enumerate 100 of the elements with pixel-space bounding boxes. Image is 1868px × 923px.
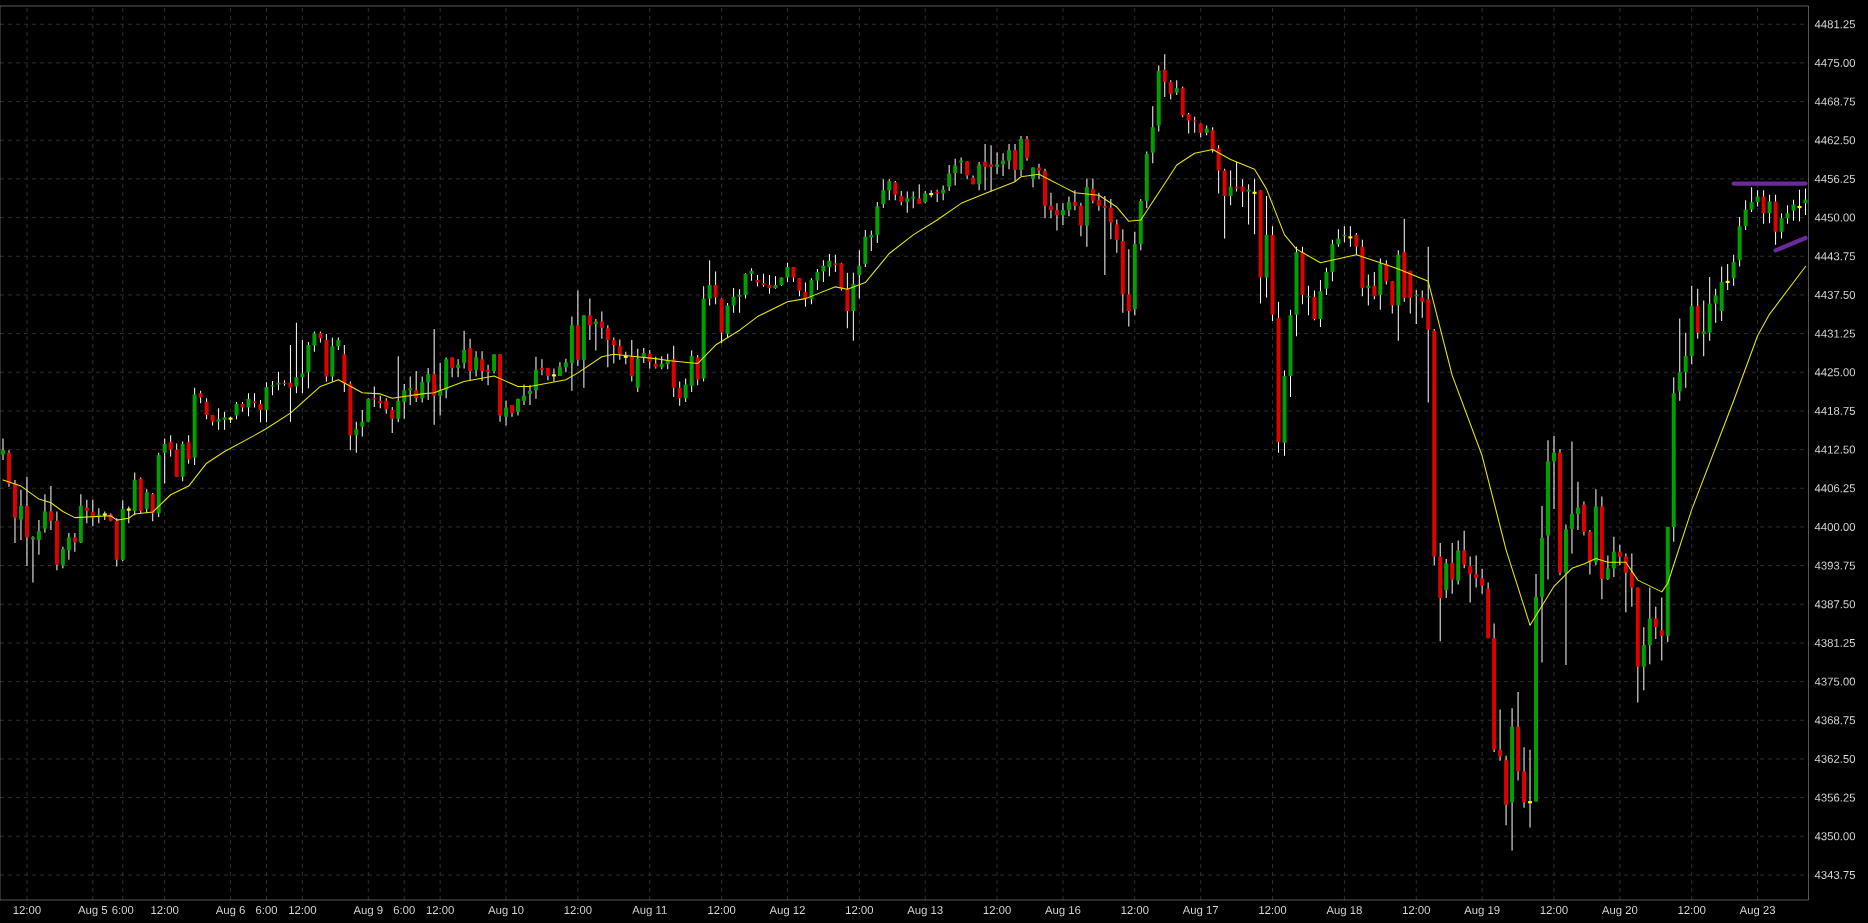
- candlestick: [893, 180, 898, 201]
- candlestick: [72, 532, 77, 553]
- y-tick-label: 4368.75: [1814, 716, 1856, 725]
- candlestick: [1713, 288, 1718, 324]
- candlestick: [1186, 112, 1191, 134]
- candlestick: [887, 178, 892, 201]
- candlestick: [1048, 192, 1053, 219]
- candlestick: [1611, 536, 1616, 578]
- candlestick: [456, 358, 461, 378]
- y-tick-label: 4375.00: [1814, 677, 1856, 686]
- candlestick: [1054, 202, 1059, 232]
- candlestick: [1, 437, 5, 461]
- candlestick: [1450, 542, 1455, 595]
- candlestick: [983, 143, 988, 191]
- candlestick: [1324, 267, 1329, 296]
- candlestick: [953, 158, 958, 186]
- candlestick: [288, 344, 293, 423]
- candlestick: [246, 392, 251, 417]
- candlestick: [1216, 144, 1221, 194]
- candlestick: [743, 272, 748, 300]
- candlestick: [917, 183, 922, 205]
- candlestick: [162, 437, 167, 485]
- x-tick-label: Aug 19: [1464, 906, 1500, 917]
- y-tick-label: 4431.25: [1814, 329, 1856, 338]
- y-tick-label: 4406.25: [1814, 484, 1856, 493]
- candlestick: [587, 298, 592, 341]
- candlestick: [959, 157, 964, 175]
- candlestick: [1066, 196, 1071, 217]
- x-tick-label: Aug 10: [488, 906, 524, 917]
- x-tick-label: 6:00: [256, 906, 278, 915]
- candlestick: [1474, 554, 1479, 589]
- candlestick: [1037, 163, 1041, 180]
- candlestick: [1090, 178, 1095, 204]
- candlestick: [408, 376, 413, 406]
- candlestick: [522, 384, 526, 406]
- candlestick: [1641, 626, 1646, 691]
- candlestick: [144, 488, 149, 514]
- candlestick: [186, 434, 191, 465]
- candlestick: [605, 324, 610, 368]
- x-tick-label: 12:00: [846, 906, 874, 915]
- candlestick: [1168, 79, 1173, 100]
- candlestick: [815, 268, 820, 291]
- candlestick: [1653, 606, 1658, 640]
- candlestick: [1025, 135, 1029, 162]
- candlestick: [1347, 225, 1354, 248]
- candlestick: [84, 499, 89, 524]
- candlestick: [1659, 596, 1664, 662]
- candlestick: [827, 253, 832, 277]
- y-tick-label: 4350.00: [1814, 832, 1856, 841]
- candlestick: [1749, 186, 1754, 213]
- candlestick: [1767, 194, 1772, 224]
- candlestick: [216, 407, 221, 431]
- candlestick: [611, 337, 616, 365]
- candlestick: [492, 353, 497, 374]
- candlestick: [1779, 212, 1784, 240]
- candlestick: [1007, 143, 1012, 170]
- x-tick-label: 6:00: [393, 906, 415, 915]
- x-tick-label: 12:00: [151, 906, 179, 915]
- y-tick-label: 4400.00: [1814, 522, 1856, 531]
- candlestick: [1210, 126, 1215, 154]
- x-tick-label: 12:00: [426, 906, 454, 915]
- candlestick: [402, 383, 407, 420]
- y-tick-label: 4481.25: [1814, 20, 1856, 29]
- y-tick-label: 4393.75: [1814, 561, 1856, 570]
- x-tick-label: Aug 16: [1045, 906, 1081, 917]
- candlestick: [60, 546, 65, 569]
- x-tick-label: 6:00: [112, 906, 134, 915]
- x-tick-label: 12:00: [1402, 906, 1430, 915]
- candlestick: [450, 356, 455, 378]
- candlestick: [677, 381, 682, 407]
- candlestick: [617, 338, 622, 361]
- candlestick: [1785, 204, 1790, 225]
- candlestick: [1102, 195, 1107, 276]
- candlestick: [474, 350, 479, 378]
- y-tick-label: 4475.00: [1814, 58, 1856, 67]
- candlestick: [1312, 290, 1317, 321]
- candlestick: [1480, 568, 1485, 595]
- y-tick-label: 4362.50: [1814, 754, 1856, 763]
- candlestick: [360, 409, 365, 438]
- candlestick: [881, 178, 886, 209]
- candlestick: [66, 532, 71, 561]
- candlestick: [809, 277, 814, 305]
- candlestick: [1629, 553, 1634, 608]
- x-tick-label: 12:00: [1540, 906, 1568, 915]
- candlestick: [432, 328, 437, 426]
- candlestick: [1761, 189, 1766, 225]
- candlestick: [1108, 198, 1113, 240]
- candlestick: [1724, 263, 1731, 291]
- candlestick: [989, 144, 994, 193]
- candlestick: [366, 397, 371, 423]
- y-tick-label: 4468.75: [1814, 97, 1856, 106]
- candlestick: [599, 311, 604, 340]
- x-tick-label: 12:00: [13, 906, 41, 915]
- candlestick: [977, 161, 982, 191]
- candlestick: [629, 339, 634, 383]
- candlestick: [528, 384, 532, 406]
- candlestick: [533, 356, 538, 400]
- candlestick: [1126, 248, 1131, 327]
- y-tick-label: 4387.50: [1814, 600, 1856, 609]
- candlestick: [390, 406, 395, 434]
